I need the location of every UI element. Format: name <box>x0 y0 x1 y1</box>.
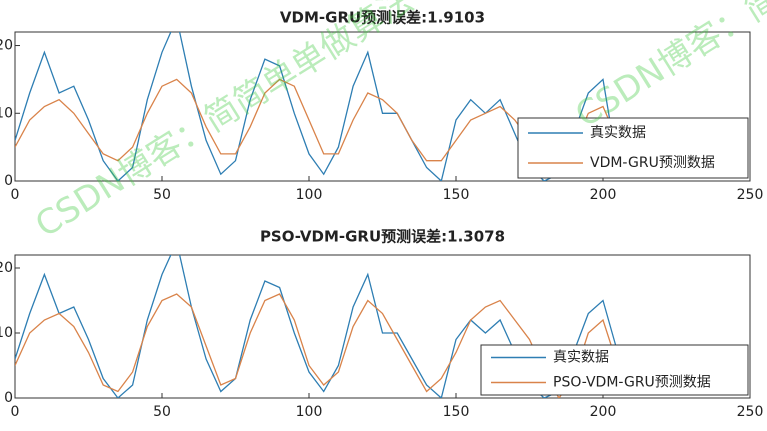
plot-area <box>14 254 751 399</box>
y-tick-label: 10 <box>0 325 13 341</box>
y-tick-label: 20 <box>0 38 13 54</box>
line-series <box>15 293 619 398</box>
legend-label: 真实数据 <box>553 350 609 366</box>
y-tick-label: 10 <box>0 105 13 121</box>
series-group <box>15 32 619 181</box>
chart-title: PSO-VDM-GRU预测误差:1.3078 <box>260 228 505 246</box>
legend-label: 真实数据 <box>590 125 646 141</box>
legend-label: PSO-VDM-GRU预测数据 <box>553 375 711 391</box>
legend-box <box>517 117 749 179</box>
x-tick-label: 50 <box>153 187 171 203</box>
line-series <box>15 78 619 169</box>
chart-title: VDM-GRU预测误差:1.9103 <box>280 9 485 27</box>
x-tick-label: 100 <box>296 187 323 203</box>
x-tick-label: 250 <box>737 404 764 420</box>
x-tick-label: 0 <box>11 404 20 420</box>
x-tick-label: 50 <box>153 404 171 420</box>
line-series <box>15 32 619 181</box>
x-tick-label: 250 <box>737 187 764 203</box>
y-tick-label: 0 <box>4 390 13 406</box>
x-tick-label: 0 <box>11 187 20 203</box>
x-tick-label: 100 <box>296 404 323 420</box>
x-tick-label: 200 <box>590 404 617 420</box>
legend-label: VDM-GRU预测数据 <box>590 155 715 171</box>
y-tick-label: 0 <box>4 173 13 189</box>
x-tick-label: 150 <box>443 404 470 420</box>
y-tick-label: 20 <box>0 260 13 276</box>
x-tick-label: 200 <box>590 187 617 203</box>
x-tick-label: 150 <box>443 187 470 203</box>
legend-box <box>480 344 749 396</box>
